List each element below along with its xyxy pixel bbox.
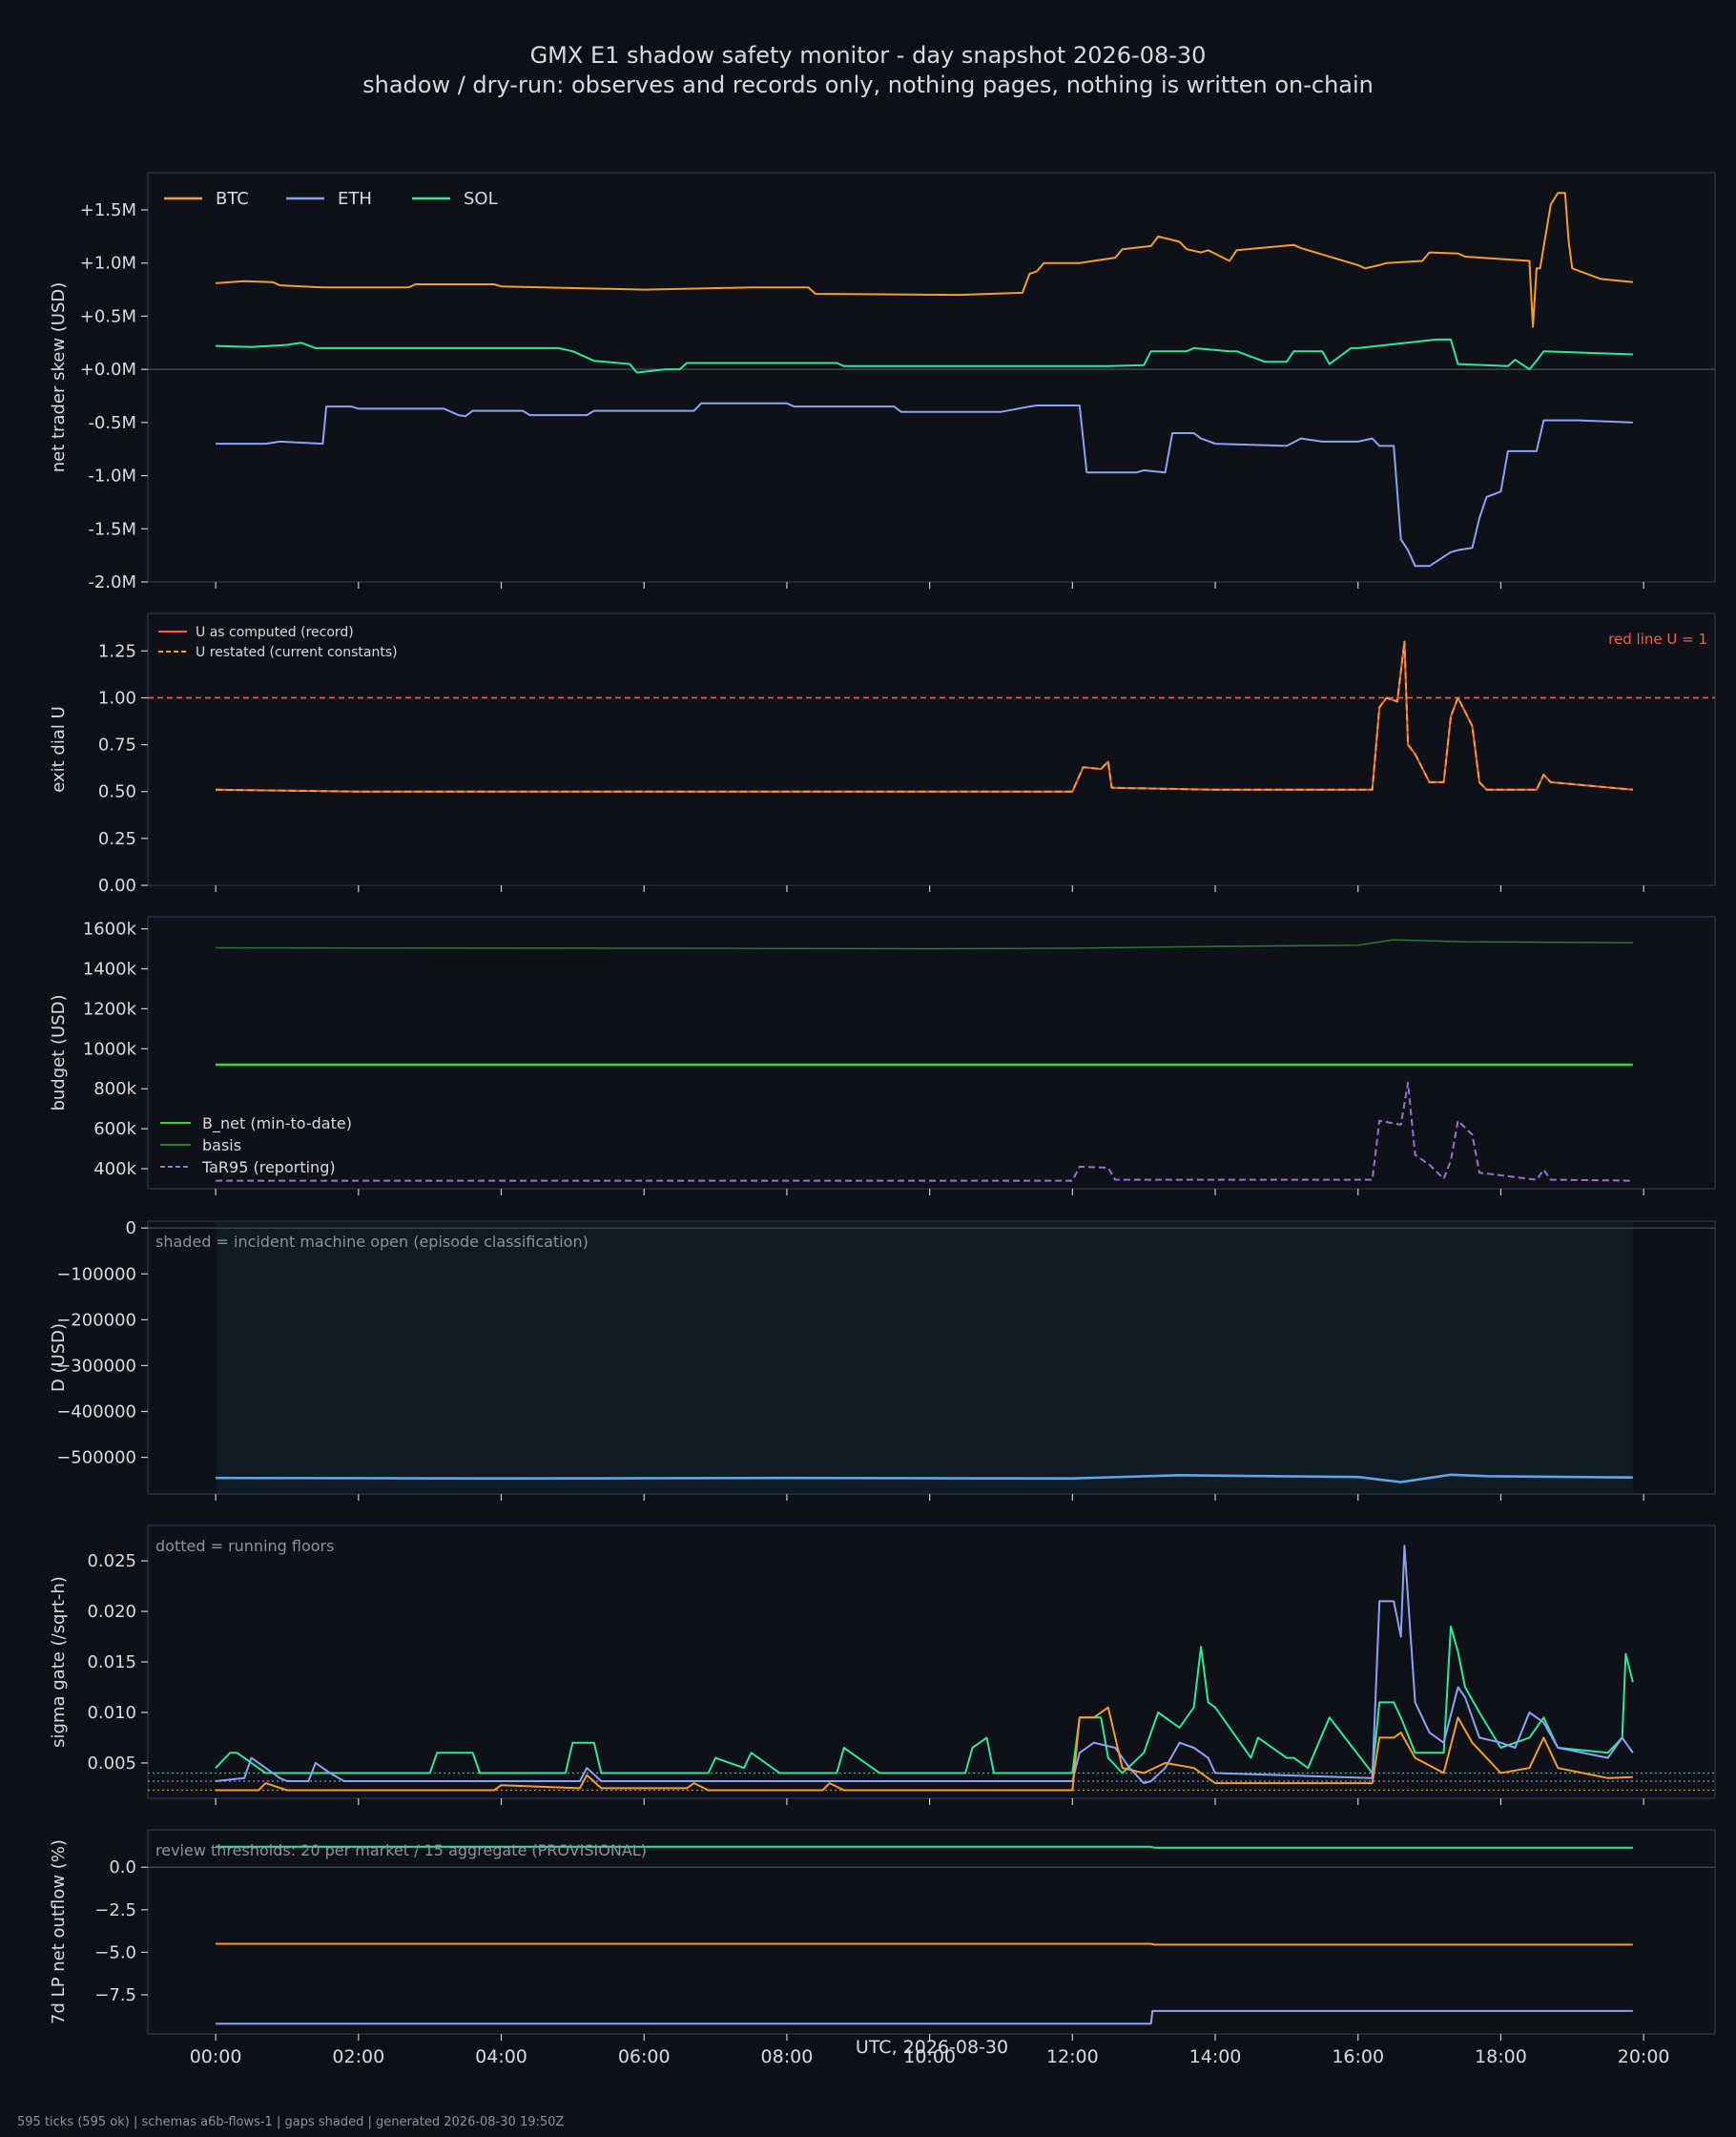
y-tick-label: 0.50 [98,782,136,802]
series-line-eth [216,2009,1633,2025]
panel-frame [147,1525,1716,1799]
y-tick-label: 400k [93,1159,136,1179]
footer-status: 595 ticks (595 ok) | schemas a6b-flows-1… [17,2115,564,2129]
y-tick-label: −100000 [56,1264,136,1284]
series-line-sol [216,1845,1633,1849]
panel-2: 0.00 0.25 0.50 0.75 1.00 1.25 exit dial U red l… [49,612,1716,896]
x-axis-label: UTC, 2026-08-30 [856,2037,1008,2058]
x-tick-label: 00:00 [190,2046,242,2067]
y-tick-label: 800k [93,1079,136,1099]
y-tick-label: -2.0M [88,572,136,592]
y-axis-label: net trader skew (USD) [49,282,69,473]
y-tick-label: +0.0M [80,360,136,380]
panel-4: 0 −100000 −200000 −300000 −400000 −500000 D (U… [49,1218,1716,1501]
panel-frame [147,172,1716,583]
y-tick-label: +1.5M [80,200,136,220]
panel-annotation: review thresholds: 20 per market / 15 ag… [155,1841,647,1859]
y-tick-label: 0.015 [87,1652,136,1672]
y-tick-label: 1400k [83,959,137,979]
legend-label: basis [202,1136,241,1154]
x-tick-label: 16:00 [1332,2046,1384,2067]
panel-frame [147,1829,1716,2035]
y-tick-label: +1.0M [80,254,136,274]
y-tick-label: −500000 [56,1448,136,1468]
y-tick-label: 1.00 [98,688,136,708]
y-tick-label: 1000k [83,1039,137,1059]
y-tick-label: 1200k [83,999,137,1019]
y-tick-label: 0.75 [98,736,136,756]
y-tick-label: 0 [126,1218,136,1238]
y-tick-label: 600k [93,1119,136,1139]
series-line-eth [215,1545,1634,1785]
y-tick-label: −300000 [56,1356,136,1376]
y-tick-label: 0.025 [87,1551,136,1571]
x-tick-label: 14:00 [1189,2046,1242,2067]
legend-label: TaR95 (reporting) [201,1158,336,1176]
series-line-btc [216,1706,1633,1792]
figure-subtitle: shadow / dry-run: observes and records o… [362,72,1374,98]
legend-label: U restated (current constants) [196,645,398,660]
y-tick-label: 0.0 [109,1857,136,1878]
x-tick-label: 10:00 [903,2046,956,2067]
red-line-label: red line U = 1 [1608,631,1707,648]
y-tick-label: 0.005 [87,1753,136,1774]
figure-title: GMX E1 shadow safety monitor - day snaps… [530,42,1207,69]
series-line-u-restated-current-constants [216,640,1633,793]
y-tick-label: -0.5M [88,413,136,433]
y-axis-label: exit dial U [49,706,69,793]
legend-label: BTC [216,189,249,209]
y-axis-label: D (USD) [49,1323,69,1392]
legend-label: U as computed (record) [196,625,354,640]
series-line-basis [216,939,1633,950]
y-tick-label: 1600k [83,920,137,940]
series-line-sol [216,338,1633,374]
y-axis-label: sigma gate (/sqrt-h) [49,1576,69,1748]
panel-3: 400k 600k 800k 1000k 1200k 1400k 1600k budget (… [49,916,1716,1195]
y-tick-label: -1.0M [88,467,136,487]
legend-label: ETH [338,189,372,209]
panel-1: +1.5M +1.0M +0.5M +0.0M -0.5M -1.0M -1.5M -2.0M… [49,172,1716,592]
series-line-eth [216,402,1633,568]
y-tick-label: 0.020 [87,1602,136,1622]
x-tick-label: 06:00 [618,2046,671,2067]
x-tick-label: 12:00 [1046,2046,1099,2067]
y-tick-label: −5.0 [94,1942,136,1962]
y-tick-label: -1.5M [88,519,136,539]
legend-label: B_net (min-to-date) [202,1114,352,1133]
y-tick-label: 0.00 [98,876,136,896]
y-tick-label: +0.5M [80,306,136,326]
panel-frame [147,916,1716,1190]
panel-6: 0.0 −2.5 −5.0 −7.5 7d LP net outflow (%) revi… [49,1829,1716,2067]
panel-annotation: shaded = incident machine open (episode … [155,1233,589,1251]
series-line-tar95-reporting [216,1081,1633,1182]
y-tick-label: 1.25 [98,641,136,661]
y-tick-label: −2.5 [94,1900,136,1920]
panel-annotation: dotted = running floors [155,1537,334,1555]
y-axis-label: 7d LP net outflow (%) [49,1839,69,2024]
series-line-sol [215,1625,1634,1774]
x-tick-label: 18:00 [1475,2046,1527,2067]
y-tick-label: −7.5 [94,1985,136,2005]
incident-shade [216,1222,1633,1493]
x-tick-label: 08:00 [761,2046,814,2067]
panels-group: +1.5M +1.0M +0.5M +0.0M -0.5M -1.0M -1.5M -2.0M… [49,172,1716,2067]
y-tick-label: −400000 [56,1401,136,1421]
x-tick-label: 20:00 [1618,2046,1670,2067]
panel-frame [147,612,1716,886]
y-tick-label: 0.25 [98,829,136,849]
series-line-btc [216,192,1634,328]
y-tick-label: 0.010 [87,1703,136,1723]
x-tick-label: 02:00 [332,2046,384,2067]
series-line-btc [216,1942,1633,1946]
legend-label: SOL [464,189,498,209]
x-tick-label: 04:00 [475,2046,527,2067]
series-line-d [216,1473,1633,1483]
y-tick-label: −200000 [56,1310,136,1330]
panel-5: 0.005 0.010 0.015 0.020 0.025 sigma gate (/sq… [49,1525,1716,1805]
y-axis-label: budget (USD) [49,994,69,1110]
